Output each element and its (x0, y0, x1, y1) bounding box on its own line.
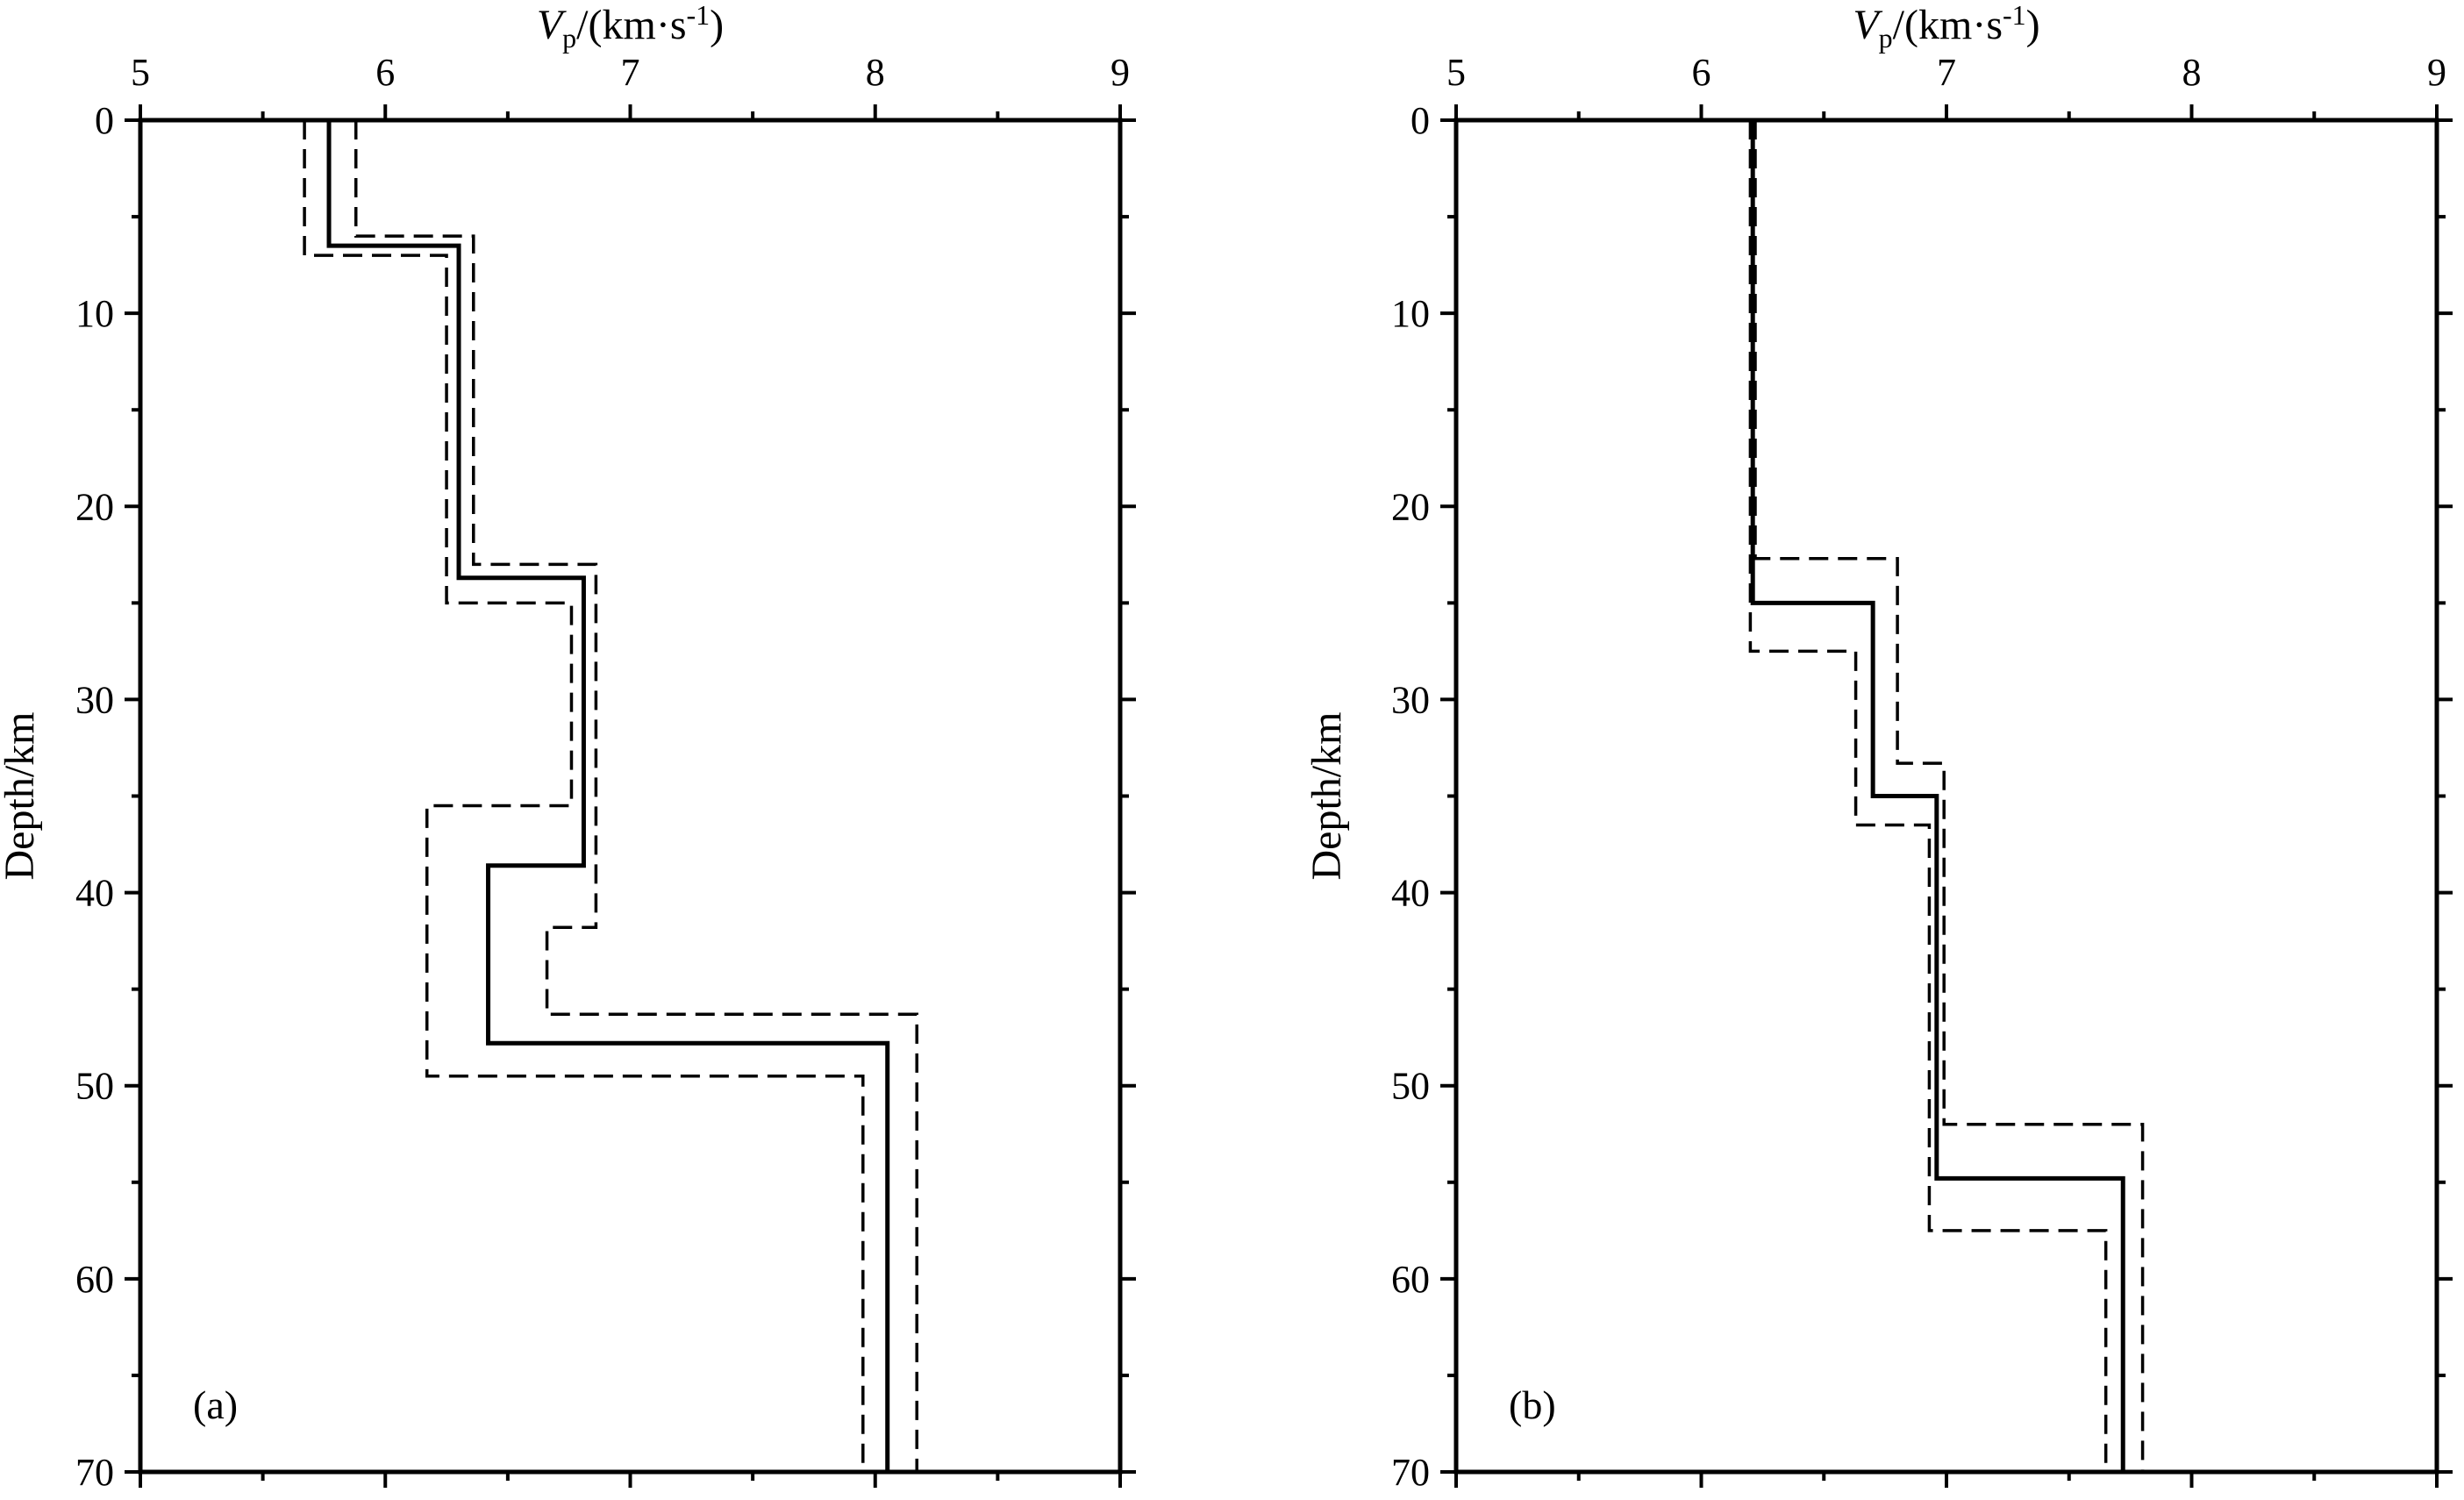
panel-b-x-tick-label: 5 (1446, 51, 1466, 94)
panel-b-x-tick-label: 7 (1937, 51, 1956, 94)
panel-b-x-tick-label: 9 (2427, 51, 2446, 94)
panel-a-y-tick-label: 40 (75, 872, 114, 915)
panel-a-x-tick-label: 7 (621, 51, 640, 94)
panel-b: 5 6 7 8 9 0 10 20 30 40 50 60 70 Vp/(km·s-1) Depth/km (… (1303, 0, 2453, 1494)
panel-a-x-axis-title-var: V (537, 2, 567, 48)
panel-b-y-tick-label: 0 (1411, 99, 1430, 142)
panel-a-x-axis-title-close: ) (710, 2, 724, 48)
panel-b-y-tick-label: 30 (1391, 678, 1430, 721)
panel-b-y-tick-label: 20 (1391, 485, 1430, 528)
panel-b-y-axis-title: Depth/km (1303, 712, 1350, 881)
panel-b-x-axis-title: Vp/(km·s-1) (1853, 0, 2039, 54)
panel-a-y-axis-title: Depth/km (0, 712, 43, 881)
panel-b-x-axis-title-unit: /(km·s (1893, 2, 2003, 48)
panel-a-y-tick-label: 0 (95, 99, 114, 142)
panel-b-y-tick-label: 70 (1391, 1451, 1430, 1494)
panel-a: 5 6 7 8 9 0 10 20 30 40 50 60 70 Vp/(km·s-1) Depth/km (… (0, 0, 1136, 1494)
panel-a-y-tick-label: 10 (75, 292, 114, 335)
panel-b-panel-label: (b) (1509, 1382, 1556, 1427)
panel-a-x-axis-title-sub: p (562, 22, 576, 54)
panel-a-velocity-bound-line-2 (354, 120, 918, 1472)
panel-a-x-axis-title-sup: -1 (687, 0, 711, 31)
panel-b-y-tick-label: 50 (1391, 1065, 1430, 1108)
panel-a-velocity-profile-line (326, 120, 890, 1472)
panel-a-x-tick-label: 5 (131, 51, 150, 94)
panel-b-x-axis-title-var: V (1853, 2, 1882, 48)
panel-b-x-axis-title-sub: p (1879, 22, 1893, 54)
panel-a-velocity-bound-line-1 (303, 120, 865, 1472)
panel-a-y-tick-label: 60 (75, 1258, 114, 1301)
panel-a-x-axis-title-unit: /(km·s (576, 2, 686, 48)
panel-b-x-tick-label: 8 (2182, 51, 2202, 94)
panel-a-y-tick-label: 70 (75, 1451, 114, 1494)
panel-b-velocity-bound-line-1 (1748, 120, 2108, 1472)
panel-b-x-axis-title-sup: -1 (2003, 0, 2026, 31)
panel-b-y-tick-label: 60 (1391, 1258, 1430, 1301)
panel-a-y-tick-label: 20 (75, 485, 114, 528)
panel-a-y-tick-label: 50 (75, 1065, 114, 1108)
panel-a-panel-label: (a) (193, 1382, 238, 1427)
panel-a-y-tick-label: 30 (75, 678, 114, 721)
panel-b-x-axis-title-close: ) (2026, 2, 2040, 48)
panel-b-y-tick-label: 40 (1391, 872, 1430, 915)
panel-b-velocity-profile-line (1750, 120, 2125, 1472)
panel-a-x-tick-label: 8 (866, 51, 885, 94)
panel-a-x-tick-label: 9 (1111, 51, 1130, 94)
panel-b-x-tick-label: 6 (1692, 51, 1711, 94)
panel-b-y-tick-label: 10 (1391, 292, 1430, 335)
panel-a-x-tick-label: 6 (375, 51, 395, 94)
panel-a-x-axis-title: Vp/(km·s-1) (537, 0, 724, 54)
